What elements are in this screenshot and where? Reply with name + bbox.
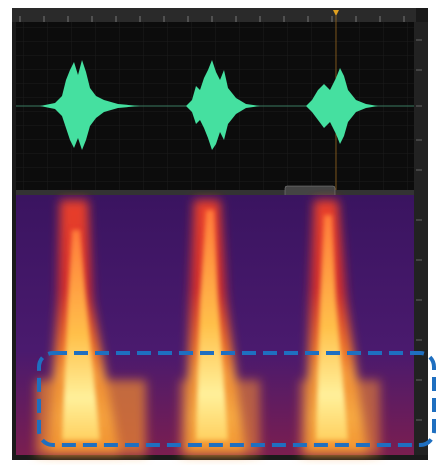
ruler-ticks [19, 16, 405, 22]
amplitude-scale [414, 22, 428, 455]
spectrogram-cores [62, 210, 348, 440]
time-ruler[interactable] [12, 8, 416, 22]
panel-divider[interactable] [16, 190, 416, 195]
highlight-region [37, 351, 436, 447]
waveform [40, 60, 378, 150]
scale-ticks [416, 39, 422, 421]
playhead-marker[interactable] [333, 10, 339, 16]
